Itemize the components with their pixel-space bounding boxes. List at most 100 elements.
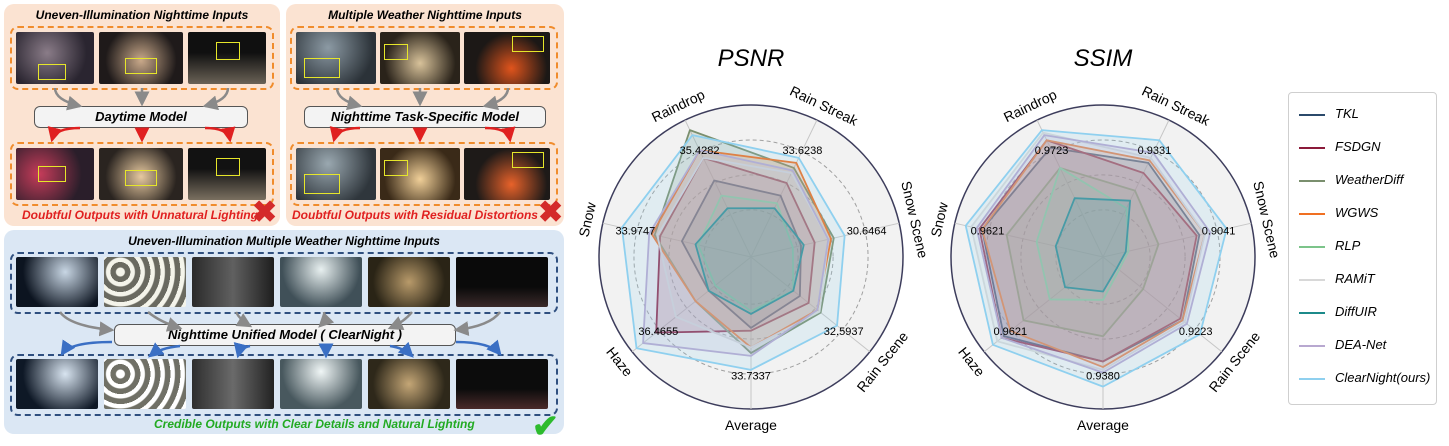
highlight-box [125,58,157,74]
check-mark-icon: ✔ [532,408,559,444]
input-thumbnail [368,257,450,307]
max-value-label: 33.9747 [616,226,656,238]
output-thumbnail [368,359,450,409]
radar-spoke [602,222,752,258]
max-value-label: 0.9380 [1086,371,1120,383]
legend-label: RAMiT [1335,271,1375,286]
legend-swatch [1299,147,1325,149]
radar-spoke [750,256,871,353]
legend-swatch [1299,246,1325,248]
series-clearnight-ours- [964,129,1228,388]
panel-caption: Credible Outputs with Clear Details and … [154,417,475,431]
output-thumbnail [280,359,362,409]
highlight-box [384,160,408,176]
legend-label: ClearNight(ours) [1335,370,1431,385]
highlight-box [304,58,340,78]
input-thumbnail [104,257,186,307]
night-scene-thumbnail [16,32,94,84]
uneven-illumination-panel: Uneven-Illumination Nighttime Inputs Day… [4,4,280,229]
legend-swatch [1299,213,1325,215]
series-diffuir [694,207,805,315]
daytime-model-box: Daytime Model [34,106,248,128]
legend-label: DiffUIR [1335,304,1377,319]
panel-title: Uneven-Illumination Multiple Weather Nig… [128,234,440,248]
output-thumbnail [192,359,274,409]
night-scene-thumbnail [188,32,266,84]
radar-spoke [1102,119,1170,258]
radar-spoke [750,222,900,258]
highlight-box [125,170,157,186]
max-value-label: 33.7337 [731,371,771,383]
max-value-label: 0.9621 [971,226,1005,238]
radar-spoke [1102,256,1223,353]
output-thumbnail [16,148,94,200]
legend-label: WGWS [1335,205,1379,220]
axis-label: Snow [576,200,600,239]
input-thumbnail [456,257,548,307]
weather-scene-thumbnail [464,32,550,84]
task-specific-model-box: Nighttime Task-Specific Model [304,106,546,128]
legend-swatch [1299,180,1325,182]
max-value-label: 30.6464 [847,226,887,238]
output-thumbnail [16,359,98,409]
cross-mark-icon: ✖ [538,196,564,229]
highlight-box [384,44,408,60]
clearnight-model-box: Nighttime Unified Model ( ClearNight ) [114,324,456,346]
radar-spoke [1036,119,1104,258]
legend-swatch [1299,279,1325,281]
max-value-label: 36.4655 [638,326,678,338]
radar-spoke [631,256,752,353]
max-value-label: 35.4282 [680,145,720,157]
series-weatherdiff [1005,167,1160,338]
highlight-box [216,158,240,176]
panel-title: Multiple Weather Nighttime Inputs [328,8,522,22]
output-images-group [10,142,274,206]
legend-swatch [1299,345,1325,347]
series-rlp [697,194,795,313]
input-thumbnail [280,257,362,307]
radar-spoke [684,119,752,258]
chart-title: PSNR [718,45,785,72]
night-scene-thumbnail [99,32,183,84]
output-thumbnail [456,359,548,409]
axis-label: Snow [928,200,952,239]
panel-caption: Doubtful Outputs with Residual Distortio… [292,208,538,222]
chart-title: SSIM [1074,45,1133,72]
output-images-group [10,354,558,416]
series-weatherdiff [653,129,835,354]
axis-label: Average [1077,417,1129,433]
highlight-box [38,64,66,80]
panel-title: Uneven-Illumination Nighttime Inputs [35,8,249,22]
weather-scene-thumbnail [380,32,460,84]
legend-label: FSDGN [1335,139,1381,154]
max-value-label: 0.9621 [993,326,1027,338]
output-thumbnail [188,148,266,200]
max-value-label: 0.9041 [1202,226,1236,238]
max-value-label: 0.9723 [1035,145,1069,157]
output-thumbnail [104,359,186,409]
cross-mark-icon: ✖ [252,196,278,229]
axis-label: Average [725,417,777,433]
max-value-label: 0.9223 [1179,326,1213,338]
legend-swatch [1299,114,1325,116]
legend-swatch [1299,312,1325,314]
highlight-box [38,166,66,182]
legend-label: RLP [1335,238,1361,253]
multiple-weather-panel: Multiple Weather Nighttime Inputs Nightt… [286,4,564,229]
legend-label: WeatherDiff [1335,172,1404,187]
max-value-label: 0.9331 [1138,145,1172,157]
radar-spoke [750,119,818,258]
input-thumbnail [16,257,98,307]
series-tkl [981,146,1201,363]
highlight-box [216,42,240,60]
output-thumbnail [296,148,376,200]
legend-label: TKL [1335,106,1359,121]
panel-caption: Doubtful Outputs with Unnatural Lighting [22,208,258,222]
legend-label: DEA-Net [1335,337,1387,352]
input-images-group [290,26,558,90]
input-images-group [10,252,558,314]
highlight-box [512,36,544,52]
output-images-group [290,142,558,206]
